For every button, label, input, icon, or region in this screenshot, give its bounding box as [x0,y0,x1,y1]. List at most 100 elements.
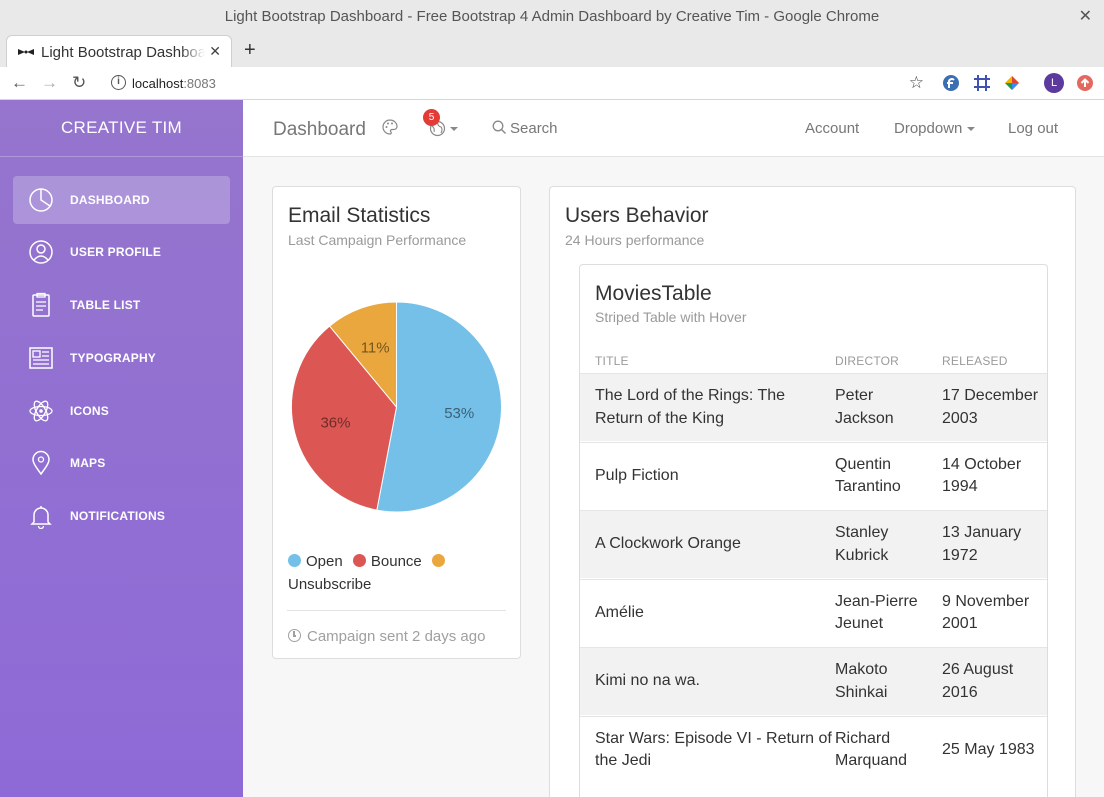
tab-favicon-icon [18,49,34,55]
cell-line: 1972 [942,546,978,564]
logout-link[interactable]: Log out [1008,120,1059,137]
newspaper-icon [29,347,53,369]
fedora-extension-icon[interactable] [941,73,961,93]
bookmark-star-icon[interactable]: ☆ [908,73,924,92]
reload-icon[interactable]: ↻ [72,73,87,92]
cell-line: Star Wars: Episode VI - Return of [595,729,832,747]
sidebar-item-table-list[interactable]: TABLE LIST [13,281,230,329]
page-title[interactable]: Dashboard [273,119,366,140]
card-footer: Campaign sent 2 days ago [288,628,485,645]
sidebar-item-icons[interactable]: ICONS [13,387,230,435]
cell-director: Peter Jackson [835,385,894,430]
table-row[interactable]: The Lord of the Rings: The Return of the … [580,373,1047,441]
cell-director: Makoto Shinkai [835,659,887,704]
chevron-down-icon [967,127,975,131]
window-close-icon[interactable]: ✕ [1078,8,1092,25]
cell-line: Jackson [835,409,894,427]
cell-released: 17 December 2003 [942,385,1038,430]
profile-avatar[interactable]: L [1044,73,1064,93]
table-row[interactable]: Pulp Fiction Quentin Tarantino 14 October 19… [580,441,1047,510]
atom-icon [29,400,53,422]
tab-strip: Light Bootstrap Dashboard - Free Bootstr… [0,33,1104,67]
cell-line: 1994 [942,478,978,495]
legend-item-open: Open [288,553,343,570]
legend-item-bounce: Bounce [352,553,422,570]
window-title: Light Bootstrap Dashboard - Free Bootstr… [224,8,880,25]
cell-line: Shinkai [835,683,888,701]
palette-icon[interactable] [382,119,398,135]
cell-line: the Jedi [595,752,652,769]
legend-item-unsubscribe: Unsubscribe [288,553,450,593]
cell-line: Jeunet [835,615,884,632]
cell-line: The Lord of the Rings: The [595,387,786,404]
back-icon[interactable]: ← [11,73,28,92]
sidebar-item-label: TABLE LIST [70,298,141,312]
forward-icon[interactable]: → [41,73,58,92]
pie-slice-open [376,301,502,513]
table-row[interactable]: Star Wars: Episode VI - Return of the Jed… [580,715,1047,784]
cell-line: Makoto [835,661,888,678]
cell-line: 9 November [942,592,1030,610]
cell-line: Marquand [835,752,908,769]
card-title: Email Statistics [288,204,431,227]
table-row[interactable]: Amélie Jean-Pierre Jeunet 9 November 2001 [580,578,1047,647]
pie-slice-bounce [291,325,398,511]
main-content: Dashboard 5 Search Account Dropdown Log … [243,100,1104,797]
cell-line: Amélie [595,603,644,621]
cell-line: 25 May 1983 [942,740,1035,758]
column-header-director[interactable]: DIRECTOR [835,354,900,368]
cell-released: 26 August 2016 [942,659,1013,704]
cell-released: 9 November 2001 [942,591,1029,636]
email-pie-chart: 53% 36% 11% [291,301,502,513]
sidebar-item-typography[interactable]: TYPOGRAPHY [13,334,230,382]
users-behavior-card: Users Behavior 24 Hours performance Movi… [549,186,1076,797]
sidebar: CREATIVE TIM DASHBOARD USER PROFILE TABL… [0,100,243,797]
cell-released: 25 May 1983 [942,739,1035,762]
table-subtitle: Striped Table with Hover [595,309,747,325]
cell-released: 14 October 1994 [942,454,1021,499]
site-info-icon[interactable]: i [111,75,126,90]
new-tab-button[interactable]: + [244,39,256,61]
cell-title: Star Wars: Episode VI - Return of the Jed… [595,728,832,773]
table-row[interactable]: Kimi no na wa. Makoto Shinkai 26 August 2016 [580,647,1047,715]
sidebar-item-maps[interactable]: MAPS [13,439,230,487]
table-row[interactable]: A Clockwork Orange Stanley Kubrick 13 Janua… [580,510,1047,578]
url-text[interactable]: localhost:8083 [132,76,216,91]
cell-line: 2003 [942,409,978,427]
card-title: Users Behavior [565,204,709,227]
user-circle-icon [29,240,53,264]
cell-title: Amélie [595,602,644,625]
update-icon[interactable] [1075,73,1095,93]
cell-title: Kimi no na wa. [595,670,700,693]
search-link[interactable]: Search [510,120,558,137]
grid-extension-icon[interactable] [972,73,992,93]
card-subtitle: 24 Hours performance [565,232,705,248]
account-link[interactable]: Account [805,120,860,137]
cell-line: Return of the King [595,409,724,427]
browser-tab[interactable]: Light Bootstrap Dashboard - Free Bootstr… [6,35,232,67]
search-icon[interactable] [492,120,507,135]
sidebar-item-label: USER PROFILE [70,245,162,259]
column-header-released[interactable]: RELEASED [942,354,1008,368]
column-header-title[interactable]: TITLE [595,354,629,368]
cell-line: Richard [835,729,891,747]
cell-line: 2016 [942,683,978,701]
dropdown-toggle[interactable]: Dropdown [894,120,963,137]
pie-slice-unsubscribe [328,301,397,409]
footer-text: Campaign sent 2 days ago [307,628,486,645]
map-pin-icon [32,450,50,476]
sidebar-item-label: MAPS [70,456,106,470]
tab-close-icon[interactable]: ✕ [209,43,221,59]
cell-director: Jean-Pierre Jeunet [835,591,918,636]
sidebar-item-notifications[interactable]: NOTIFICATIONS [13,492,230,540]
sidebar-item-label: TYPOGRAPHY [70,351,157,365]
bell-icon [30,506,52,529]
cell-line: Stanley [835,524,889,541]
address-bar[interactable]: i localhost:8083 ☆ [104,70,934,97]
color-extension-icon[interactable] [1002,73,1022,93]
brand-logo-text[interactable]: CREATIVE TIM [0,100,243,157]
sidebar-item-user-profile[interactable]: USER PROFILE [13,228,230,276]
sidebar-item-dashboard[interactable]: DASHBOARD [13,176,230,224]
pie-label-unsubscribe: 11% [361,340,390,357]
clipboard-icon [32,292,50,317]
